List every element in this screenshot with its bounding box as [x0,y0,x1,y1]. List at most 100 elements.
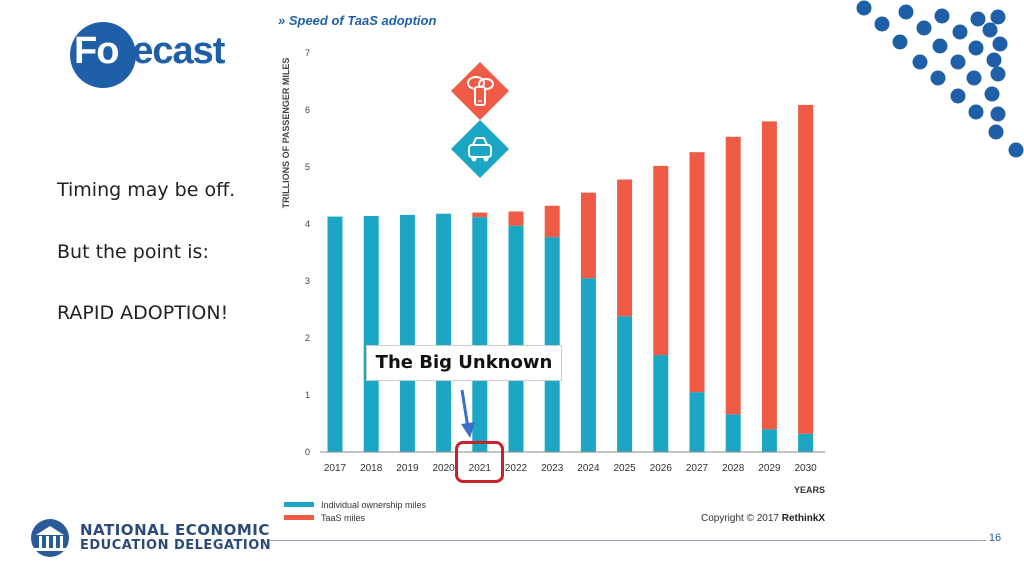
bar-individual-2019 [399,214,415,452]
bar-individual-2027 [689,392,705,452]
bar-taas-2021 [472,212,488,218]
decorative-dot [990,66,1006,82]
forecast-logo: Forecast [74,30,225,73]
x-tick-label-2026: 2026 [650,463,673,474]
bar-individual-2025 [617,316,633,452]
decorative-dot [930,70,946,86]
y-tick-label: 0 [305,447,310,457]
bar-individual-2029 [761,429,777,452]
x-tick-label-2019: 2019 [396,463,419,474]
decorative-dot [992,36,1008,52]
legend-swatch-0 [284,502,314,507]
legend-label-1: TaaS miles [321,513,366,523]
decorative-dot [952,24,968,40]
year-2021-highlight [455,441,504,483]
decorative-dot [970,11,986,27]
decorative-dot [874,16,890,32]
bar-taas-2022 [508,211,524,226]
bar-individual-2017 [327,216,343,452]
decorative-dot [968,104,984,120]
x-tick-label-2022: 2022 [505,463,528,474]
y-tick-label: 1 [305,390,310,400]
down-arrow-icon [460,389,475,438]
x-axis-label: YEARS [794,485,825,495]
decorative-dot [988,124,1004,140]
x-tick-label-2017: 2017 [324,463,347,474]
decorative-dot [990,9,1006,25]
legend: Individual ownership miles TaaS miles [284,500,427,523]
y-axis-ticks: 0 1 2 3 4 5 6 7 [305,48,310,457]
bar-individual-2023 [544,237,560,452]
big-unknown-label: The Big Unknown [366,345,562,381]
decorative-dot [950,88,966,104]
copyright-text: Copyright © 2017 [701,513,779,524]
side-text-point: But the point is: [57,241,209,263]
y-tick-label: 7 [305,48,310,58]
y-tick-label: 4 [305,219,310,229]
bar-individual-2022 [508,225,524,452]
page-number: 16 [988,532,1002,544]
decorative-dot [966,70,982,86]
chart-icons [451,62,509,178]
chart-title: » Speed of TaaS adoption [278,13,436,28]
forecast-logo-part1: Fo [74,30,119,72]
bar-taas-2024 [580,192,596,279]
bar-taas-2027 [689,152,705,393]
bar-taas-2023 [544,205,560,238]
decorative-dot [990,106,1006,122]
bar-taas-2026 [653,165,669,356]
decorative-dot [916,20,932,36]
decorative-dot [856,0,872,16]
taas-vehicle-icon [451,120,509,178]
org-name-line1: NATIONAL ECONOMIC [80,521,270,539]
bar-individual-2026 [653,355,669,452]
forecast-logo-part2: recast [118,30,225,72]
taas-adoption-chart: » Speed of TaaS adoption TRILLIONS OF PA… [278,13,825,523]
decorative-dot [934,8,950,24]
bar-individual-2020 [436,213,452,452]
x-tick-label-2023: 2023 [541,463,564,474]
footer-divider [270,540,986,541]
decorative-dot [898,4,914,20]
bar-individual-2030 [798,433,814,452]
decorative-dot [982,22,998,38]
legend-swatch-1 [284,515,314,520]
bar-taas-2030 [798,104,814,434]
bar-taas-2029 [761,121,777,430]
y-axis-label: TRILLIONS OF PASSENGER MILES [281,58,291,209]
bars [327,104,814,452]
cloud-phone-icon [451,62,509,120]
x-tick-label-2027: 2027 [686,463,709,474]
y-tick-label: 3 [305,276,310,286]
bar-individual-2028 [725,414,741,452]
copyright: Copyright © 2017 RethinkX [701,513,825,524]
decorative-dot [984,86,1000,102]
org-globe-icon [31,519,69,557]
bar-individual-2024 [580,278,596,452]
decorative-dot [986,52,1002,68]
side-text-timing: Timing may be off. [57,179,236,201]
decorative-dot [892,34,908,50]
x-axis-ticks: 2017 2018 2019 2020 2021 2022 2023 2024 2025 2026… [324,463,817,474]
y-tick-label: 5 [305,162,310,172]
decorative-dots [856,0,1024,158]
decorative-dot [912,54,928,70]
bar-individual-2021 [472,217,488,452]
x-tick-label-2024: 2024 [577,463,600,474]
decorative-dot [968,40,984,56]
x-tick-label-2020: 2020 [432,463,455,474]
org-name-line2: EDUCATION DELEGATION [80,538,272,553]
side-text-rapid-adoption: RAPID ADOPTION! [57,302,229,324]
bar-taas-2025 [617,179,633,317]
decorative-dot [932,38,948,54]
x-tick-label-2029: 2029 [758,463,781,474]
x-tick-label-2021: 2021 [469,463,492,474]
forecast-logo-circle [70,22,136,88]
decorative-dot [1008,142,1024,158]
x-tick-label-2018: 2018 [360,463,383,474]
bar-taas-2028 [725,136,741,415]
decorative-dot [950,54,966,70]
copyright-brand: RethinkX [781,513,826,524]
legend-label-0: Individual ownership miles [321,500,427,510]
y-tick-label: 2 [305,333,310,343]
